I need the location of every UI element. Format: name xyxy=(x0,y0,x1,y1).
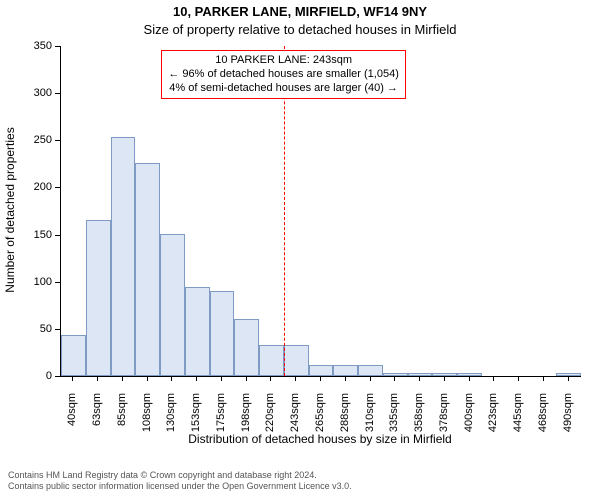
y-tick-label: 50 xyxy=(22,323,52,335)
x-tick-label: 423sqm xyxy=(487,393,499,443)
x-tick-label: 40sqm xyxy=(66,393,78,443)
x-tick-label: 265sqm xyxy=(314,393,326,443)
histogram-bar xyxy=(160,234,185,376)
annotation-line: 10 PARKER LANE: 243sqm xyxy=(168,54,399,68)
x-tick-label: 243sqm xyxy=(289,393,301,443)
x-tick-mark xyxy=(97,376,98,381)
histogram-bar xyxy=(259,345,284,376)
x-tick-label: 220sqm xyxy=(264,393,276,443)
x-tick-mark xyxy=(469,376,470,381)
histogram-bar xyxy=(234,319,259,376)
x-tick-mark xyxy=(171,376,172,381)
footer-attribution: Contains HM Land Registry data © Crown c… xyxy=(8,470,352,492)
x-tick-mark xyxy=(246,376,247,381)
chart-subtitle: Size of property relative to detached ho… xyxy=(0,22,600,37)
x-tick-label: 335sqm xyxy=(388,393,400,443)
footer-line: Contains HM Land Registry data © Crown c… xyxy=(8,470,352,481)
y-tick-mark xyxy=(55,93,60,94)
x-tick-mark xyxy=(122,376,123,381)
histogram-bar xyxy=(358,365,383,376)
y-tick-label: 300 xyxy=(22,87,52,99)
histogram-bar xyxy=(432,373,457,376)
x-tick-label: 490sqm xyxy=(562,393,574,443)
annotation-box: 10 PARKER LANE: 243sqm← 96% of detached … xyxy=(161,50,406,99)
x-tick-mark xyxy=(345,376,346,381)
histogram-bar xyxy=(333,365,358,376)
x-tick-label: 378sqm xyxy=(438,393,450,443)
y-tick-mark xyxy=(55,235,60,236)
x-tick-label: 445sqm xyxy=(512,393,524,443)
x-tick-mark xyxy=(493,376,494,381)
histogram-bar xyxy=(185,287,210,376)
chart-container: { "chart": { "type": "histogram", "title… xyxy=(0,0,600,500)
x-tick-mark xyxy=(320,376,321,381)
x-tick-label: 400sqm xyxy=(463,393,475,443)
x-tick-label: 175sqm xyxy=(215,393,227,443)
y-tick-mark xyxy=(55,46,60,47)
x-tick-mark xyxy=(196,376,197,381)
x-tick-mark xyxy=(568,376,569,381)
x-tick-label: 153sqm xyxy=(190,393,202,443)
histogram-bar xyxy=(61,335,86,376)
histogram-bar xyxy=(135,163,160,376)
y-tick-mark xyxy=(55,282,60,283)
x-tick-label: 468sqm xyxy=(537,393,549,443)
histogram-bar xyxy=(210,291,235,376)
y-tick-mark xyxy=(55,187,60,188)
x-tick-label: 63sqm xyxy=(91,393,103,443)
x-tick-mark xyxy=(444,376,445,381)
x-tick-mark xyxy=(543,376,544,381)
histogram-bar xyxy=(86,220,111,376)
x-tick-mark xyxy=(295,376,296,381)
x-tick-mark xyxy=(419,376,420,381)
annotation-line: ← 96% of detached houses are smaller (1,… xyxy=(168,68,399,82)
x-tick-mark xyxy=(270,376,271,381)
x-tick-mark xyxy=(147,376,148,381)
y-tick-label: 350 xyxy=(22,40,52,52)
x-tick-label: 108sqm xyxy=(141,393,153,443)
y-tick-mark xyxy=(55,329,60,330)
x-tick-label: 130sqm xyxy=(165,393,177,443)
x-tick-label: 85sqm xyxy=(116,393,128,443)
y-axis-label: Number of detached properties xyxy=(3,45,17,375)
histogram-bar xyxy=(309,365,334,376)
x-tick-mark xyxy=(72,376,73,381)
chart-title-address: 10, PARKER LANE, MIRFIELD, WF14 9NY xyxy=(0,4,600,19)
y-tick-mark xyxy=(55,376,60,377)
y-tick-label: 0 xyxy=(22,370,52,382)
footer-line: Contains public sector information licen… xyxy=(8,481,352,492)
histogram-bar xyxy=(111,137,136,376)
x-tick-mark xyxy=(370,376,371,381)
x-tick-label: 310sqm xyxy=(364,393,376,443)
y-tick-label: 150 xyxy=(22,229,52,241)
x-tick-mark xyxy=(221,376,222,381)
x-tick-mark xyxy=(518,376,519,381)
histogram-bar xyxy=(457,373,482,376)
x-tick-label: 358sqm xyxy=(413,393,425,443)
x-tick-mark xyxy=(394,376,395,381)
histogram-bar xyxy=(284,345,309,376)
y-tick-label: 200 xyxy=(22,181,52,193)
x-tick-label: 198sqm xyxy=(240,393,252,443)
annotation-line: 4% of semi-detached houses are larger (4… xyxy=(168,82,399,96)
y-tick-label: 250 xyxy=(22,134,52,146)
y-tick-mark xyxy=(55,140,60,141)
histogram-bar xyxy=(556,373,581,376)
plot-area: 10 PARKER LANE: 243sqm← 96% of detached … xyxy=(60,46,581,377)
y-tick-label: 100 xyxy=(22,276,52,288)
x-tick-label: 288sqm xyxy=(339,393,351,443)
